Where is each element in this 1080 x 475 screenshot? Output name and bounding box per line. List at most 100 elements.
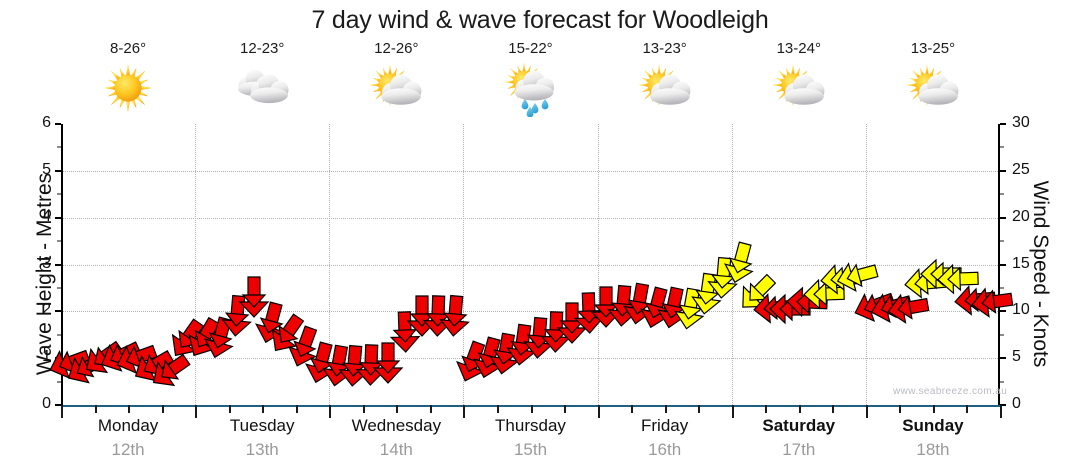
x-axis-minor-tick: [295, 405, 298, 413]
x-axis-minor-tick: [631, 405, 634, 413]
x-axis-day-saturday: Saturday 17th: [732, 414, 866, 470]
plot-area: 0 1 2 3 4 5 6 0 5 10 15 20 25 30: [42, 114, 1030, 418]
cloudy-icon: [231, 59, 293, 117]
y-axis-left-tick: [55, 404, 61, 406]
x-axis-major-tick: [463, 405, 466, 418]
wind-arrow: [198, 312, 242, 363]
x-axis-major-tick: [597, 405, 600, 418]
y-axis-right-tick-label: 25: [1012, 160, 1030, 178]
day-temperature-range: 8-26°: [110, 40, 147, 57]
x-axis-major-tick: [329, 405, 332, 418]
watermark: www.seabreeze.com.au: [893, 386, 1008, 397]
y-axis-left-tick: [55, 123, 61, 125]
y-axis-right-tick: [1000, 169, 1006, 172]
x-axis-day-labels: Monday 12th Tuesday 13th Wednesday 14th Thursd…: [61, 414, 1000, 470]
x-axis-minor-tick: [932, 405, 935, 413]
day-date: 12th: [111, 440, 145, 459]
y-axis-left-minor-tick: [57, 333, 61, 336]
day-header-wednesday: 12-26°: [329, 40, 463, 122]
y-axis-right-tick-label: 20: [1012, 207, 1030, 225]
y-axis-left-tick: [55, 216, 61, 219]
y-axis-right-tick: [1000, 263, 1006, 266]
day-temperature-range: 12-23°: [240, 40, 285, 57]
y-axis-right-tick: [1000, 123, 1006, 125]
x-axis-major-tick: [1000, 405, 1002, 418]
y-axis-right-tick-label: 10: [1012, 301, 1030, 319]
day-name: Friday: [641, 416, 689, 435]
horizontal-gridline: [63, 358, 998, 360]
wind-arrow: [785, 284, 830, 320]
wind-arrow: [801, 277, 846, 313]
x-axis-minor-tick: [396, 405, 399, 413]
day-name: Sunday: [902, 416, 964, 435]
day-name: Monday: [97, 416, 159, 435]
y-axis-right-tick: [1000, 310, 1006, 313]
day-boundary-gridline: [731, 124, 734, 405]
day-boundary-gridline: [597, 124, 600, 405]
day-date: 15th: [513, 440, 548, 459]
y-axis-left-tick-label: 4: [42, 207, 51, 225]
x-axis-day-friday: Friday 16th: [598, 414, 732, 470]
y-axis-left-tick-label: 3: [42, 254, 51, 272]
x-axis-day-sunday: Sunday 18th: [866, 414, 1000, 470]
day-header-sunday: 13-25°: [866, 40, 1000, 122]
partly-cloudy-icon: [902, 59, 964, 117]
partly-cloudy-icon: [365, 59, 427, 117]
y-axis-left-minor-tick: [57, 286, 61, 289]
wind-arrow: [371, 341, 405, 385]
horizontal-gridline: [63, 170, 998, 173]
wind-arrow: [281, 320, 328, 373]
x-axis-minor-tick: [429, 405, 432, 413]
wind-arrow: [718, 237, 762, 288]
day-temperature-range: 13-24°: [776, 40, 821, 57]
x-axis-major-tick: [61, 405, 63, 418]
y-axis-right-tick: [1000, 357, 1006, 360]
y-axis-left-tick-label: 0: [42, 395, 51, 412]
wind-arrow: [832, 254, 883, 298]
y-axis-right-minor-tick: [1000, 193, 1004, 196]
wind-arrow: [935, 262, 980, 298]
day-boundary-gridline: [195, 124, 197, 405]
y-axis-left-tick: [55, 169, 61, 172]
wind-arrow: [261, 306, 314, 362]
x-axis-major-tick: [195, 405, 198, 418]
y-axis-left-tick-label: 5: [42, 160, 51, 178]
showers-icon: [499, 59, 561, 118]
page-title: 7 day wind & wave forecast for Woodleigh: [311, 6, 769, 34]
y-axis-right-minor-tick: [1000, 333, 1004, 336]
y-axis-right-tick-label: 5: [1012, 348, 1021, 366]
day-header-thursday: 15-22°: [463, 40, 597, 122]
day-header-monday: 8-26°: [61, 40, 195, 122]
x-axis-minor-tick: [530, 405, 533, 413]
horizontal-gridline: [63, 311, 998, 313]
x-axis-minor-tick: [161, 405, 164, 413]
y-axis-left-tick-label: 2: [42, 301, 51, 319]
wind-arrow: [436, 293, 474, 340]
x-axis-minor-tick: [362, 405, 365, 413]
y-axis-left-minor-tick: [57, 380, 61, 383]
day-date: 14th: [379, 440, 413, 459]
x-axis-day-monday: Monday 12th: [61, 414, 195, 470]
x-axis-minor-tick: [966, 405, 969, 413]
y-axis-right-line: [998, 124, 1000, 407]
day-temperature-range: 15-22°: [508, 40, 553, 57]
day-date: 18th: [916, 440, 950, 459]
wind-arrow: [142, 345, 198, 398]
partly-cloudy-icon: [768, 59, 830, 117]
day-date: 13th: [245, 440, 279, 459]
x-axis-minor-tick: [564, 405, 567, 413]
y-axis-left-minor-tick: [57, 146, 61, 149]
y-axis-right-tick: [1000, 404, 1006, 406]
sunny-icon: [97, 59, 159, 117]
y-axis-right-tick-label: 15: [1012, 254, 1030, 272]
x-axis-day-wednesday: Wednesday 14th: [329, 414, 463, 470]
day-name: Wednesday: [351, 416, 442, 435]
wind-arrow: [387, 309, 423, 354]
x-axis-minor-tick: [664, 405, 667, 413]
day-header-friday: 13-23°: [598, 40, 732, 122]
day-temperature-range: 12-26°: [374, 40, 419, 57]
y-axis-right-tick-label: 0: [1012, 395, 1021, 412]
x-axis-day-tuesday: Tuesday 13th: [195, 414, 329, 470]
x-axis-minor-tick: [765, 405, 768, 413]
